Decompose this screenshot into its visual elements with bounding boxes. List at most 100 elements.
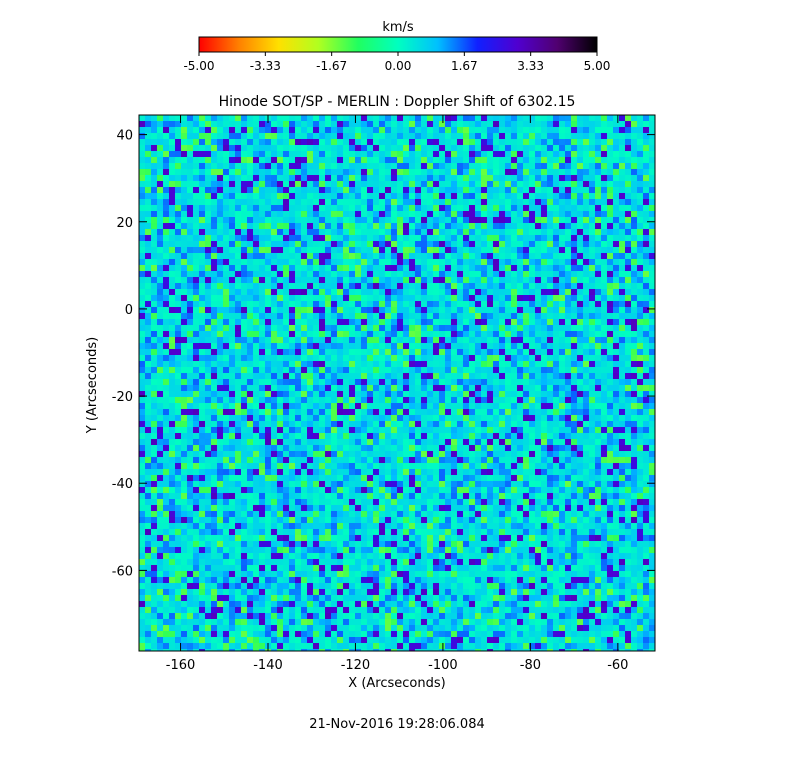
heatmap-cell xyxy=(385,439,391,445)
heatmap-cell xyxy=(151,451,157,457)
heatmap-cell xyxy=(277,115,283,121)
heatmap-cell xyxy=(331,277,337,283)
heatmap-cell xyxy=(601,325,607,331)
heatmap-cell xyxy=(247,271,253,277)
heatmap-cell xyxy=(139,391,145,397)
heatmap-cell xyxy=(211,163,217,169)
heatmap-cell xyxy=(577,373,583,379)
heatmap-cell xyxy=(439,121,445,127)
heatmap-cell xyxy=(553,355,559,361)
heatmap-cell xyxy=(223,157,229,163)
heatmap-cell xyxy=(583,451,589,457)
heatmap-cell xyxy=(439,421,445,427)
heatmap-cell xyxy=(175,379,181,385)
heatmap-cell xyxy=(607,163,613,169)
heatmap-cell xyxy=(241,391,247,397)
heatmap-cell xyxy=(247,205,253,211)
heatmap-cell xyxy=(463,433,469,439)
heatmap-cell xyxy=(187,385,193,391)
heatmap-cell xyxy=(229,157,235,163)
heatmap-cell xyxy=(541,331,547,337)
heatmap-cell xyxy=(523,205,529,211)
heatmap-cell xyxy=(385,331,391,337)
heatmap-cell xyxy=(295,367,301,373)
heatmap-cell xyxy=(313,397,319,403)
heatmap-cell xyxy=(637,121,643,127)
heatmap-cell xyxy=(181,169,187,175)
heatmap-cell xyxy=(277,229,283,235)
heatmap-cell xyxy=(565,409,571,415)
heatmap-cell xyxy=(553,235,559,241)
heatmap-cell xyxy=(331,391,337,397)
heatmap-cell xyxy=(547,223,553,229)
heatmap-cell xyxy=(181,145,187,151)
heatmap-cell xyxy=(583,457,589,463)
heatmap-cell xyxy=(223,319,229,325)
heatmap-cell xyxy=(373,343,379,349)
heatmap-cell xyxy=(487,211,493,217)
heatmap-cell xyxy=(481,121,487,127)
heatmap-cell xyxy=(367,379,373,385)
heatmap-cell xyxy=(283,157,289,163)
heatmap-cell xyxy=(253,385,259,391)
heatmap-cell xyxy=(295,457,301,463)
heatmap-cell xyxy=(487,247,493,253)
heatmap-cell xyxy=(595,271,601,277)
heatmap-cell xyxy=(613,241,619,247)
heatmap-cell xyxy=(331,451,337,457)
heatmap-cell xyxy=(499,373,505,379)
heatmap-cell xyxy=(565,367,571,373)
heatmap-cell xyxy=(403,133,409,139)
heatmap-cell xyxy=(451,421,457,427)
heatmap-cell xyxy=(511,151,517,157)
heatmap-cell xyxy=(289,127,295,133)
heatmap-cell xyxy=(307,199,313,205)
heatmap-cell xyxy=(643,169,649,175)
heatmap-cell xyxy=(175,433,181,439)
heatmap-cell xyxy=(409,397,415,403)
heatmap-cell xyxy=(247,451,253,457)
heatmap-cell xyxy=(637,337,643,343)
heatmap-cell xyxy=(409,241,415,247)
heatmap-cell xyxy=(517,163,523,169)
heatmap-cell xyxy=(643,307,649,313)
heatmap-cell xyxy=(355,121,361,127)
heatmap-cell xyxy=(223,355,229,361)
heatmap-cell xyxy=(145,253,151,259)
heatmap-cell xyxy=(241,271,247,277)
heatmap-cell xyxy=(505,259,511,265)
heatmap-cell xyxy=(145,403,151,409)
heatmap-cell xyxy=(619,313,625,319)
heatmap-cell xyxy=(241,439,247,445)
heatmap-cell xyxy=(529,253,535,259)
heatmap-cell xyxy=(337,397,343,403)
heatmap-cell xyxy=(619,145,625,151)
heatmap-cell xyxy=(301,121,307,127)
heatmap-cell xyxy=(355,319,361,325)
heatmap-cell xyxy=(559,181,565,187)
heatmap-cell xyxy=(145,337,151,343)
heatmap-cell xyxy=(457,121,463,127)
heatmap-cell xyxy=(271,115,277,121)
heatmap-cell xyxy=(223,439,229,445)
heatmap-cell xyxy=(385,283,391,289)
heatmap-cell xyxy=(451,397,457,403)
heatmap-cell xyxy=(343,163,349,169)
heatmap-cell xyxy=(259,301,265,307)
heatmap-cell xyxy=(583,253,589,259)
heatmap-cell xyxy=(265,265,271,271)
heatmap-cell xyxy=(367,361,373,367)
heatmap-cell xyxy=(169,337,175,343)
heatmap-cell xyxy=(433,289,439,295)
heatmap-cell xyxy=(235,229,241,235)
heatmap-cell xyxy=(457,355,463,361)
heatmap-cell xyxy=(547,451,553,457)
heatmap-cell xyxy=(649,427,655,433)
heatmap-cell xyxy=(523,283,529,289)
heatmap-cell xyxy=(271,391,277,397)
heatmap-cell xyxy=(481,223,487,229)
heatmap-cell xyxy=(427,391,433,397)
heatmap-cell xyxy=(505,157,511,163)
heatmap-cell xyxy=(283,217,289,223)
heatmap-cell xyxy=(559,271,565,277)
